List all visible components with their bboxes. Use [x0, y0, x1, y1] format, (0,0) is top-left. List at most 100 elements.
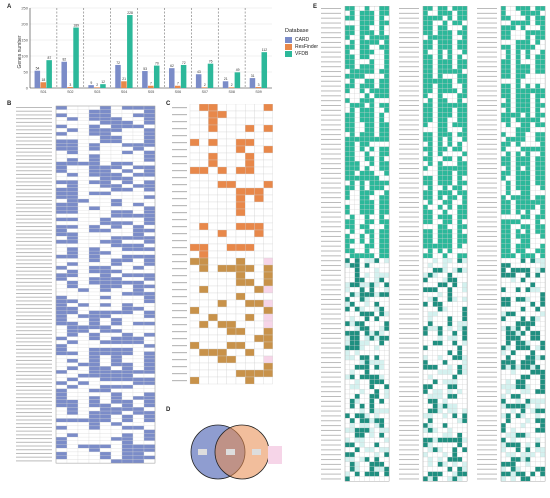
heatmap-cell — [66, 195, 79, 200]
heatmap-cell — [99, 120, 112, 125]
heatmap-cell — [88, 224, 101, 229]
heatmap-cell — [110, 455, 123, 460]
heatmap-cell — [143, 418, 156, 423]
heatmap-cell — [535, 151, 541, 157]
bar-card — [249, 78, 256, 88]
heatmap-cell — [379, 321, 385, 327]
heatmap-cell — [208, 257, 218, 266]
heatmap-cell — [379, 432, 385, 438]
heatmap-cell — [55, 425, 68, 430]
heatmap-cell — [432, 64, 438, 70]
heatmap-cell — [384, 452, 390, 458]
heatmap-cell — [379, 456, 385, 463]
heatmap-cell — [500, 340, 507, 346]
heatmap-cell — [452, 107, 458, 113]
heatmap-cell — [525, 321, 531, 327]
heatmap-cell — [245, 194, 255, 203]
heatmap-cell — [379, 151, 385, 157]
heatmap-cell — [121, 258, 134, 263]
heatmap-cell — [77, 113, 90, 118]
heatmap-cell — [384, 447, 390, 453]
heatmap-cell — [132, 362, 145, 367]
heatmap-cell — [235, 376, 246, 385]
heatmap-cell — [427, 199, 433, 205]
heatmap-cell — [535, 311, 541, 317]
heatmap-cell — [447, 432, 453, 438]
heatmap-cell — [66, 113, 79, 118]
heatmap-cell — [457, 282, 463, 288]
heatmap-cell — [500, 180, 507, 186]
heatmap-cell — [422, 335, 429, 341]
heatmap-cell — [540, 379, 546, 385]
heatmap-cell — [99, 146, 112, 151]
heatmap-cell — [121, 325, 134, 330]
heatmap-cell — [447, 122, 453, 128]
heatmap-cell — [525, 418, 531, 424]
heatmap-cell — [55, 451, 68, 456]
heatmap-cell — [427, 408, 433, 414]
heatmap-cell — [66, 180, 79, 185]
heatmap-cell — [422, 248, 429, 254]
heatmap-cell — [525, 292, 531, 298]
heatmap-cell — [99, 392, 112, 397]
heatmap-cell — [77, 366, 90, 371]
heatmap-cell — [535, 432, 541, 438]
heatmap-cell — [437, 6, 443, 11]
heatmap-cell — [99, 150, 112, 155]
heatmap-cell — [427, 311, 433, 317]
heatmap-cell — [525, 277, 531, 283]
heatmap-cell — [189, 341, 200, 350]
heatmap-cell — [208, 348, 218, 357]
heatmap-cell — [432, 422, 438, 429]
row-label-placeholder — [16, 173, 52, 175]
heatmap-cell — [143, 332, 156, 337]
heatmap-cell — [452, 306, 458, 312]
row-label-placeholder — [399, 463, 419, 465]
heatmap-cell — [384, 199, 390, 205]
heatmap-cell — [354, 340, 360, 346]
heatmap-cell — [515, 233, 521, 239]
heatmap-cell — [422, 306, 429, 312]
heatmap-cell — [143, 369, 156, 374]
heatmap-cell — [462, 15, 468, 21]
heatmap-cell — [379, 466, 385, 472]
heatmap-cell — [379, 359, 385, 366]
row-label-placeholder — [16, 136, 52, 138]
heatmap-cell — [132, 317, 145, 322]
heatmap-cell — [540, 408, 546, 414]
heatmap-cell — [99, 336, 112, 341]
heatmap-cell — [132, 332, 145, 337]
heatmap-cell — [354, 204, 360, 210]
row-label-placeholder — [321, 459, 341, 461]
heatmap-cell — [510, 248, 516, 254]
heatmap-cell — [88, 373, 101, 378]
heatmap-cell — [77, 388, 90, 393]
row-label-placeholder — [321, 32, 341, 34]
row-label-placeholder — [477, 95, 497, 97]
heatmap-cell — [457, 393, 463, 399]
heatmap-cell — [132, 288, 145, 293]
heatmap-cell — [447, 389, 453, 395]
heatmap-cell — [143, 288, 156, 293]
heatmap-cell — [349, 267, 355, 273]
heatmap-cell — [432, 287, 438, 293]
heatmap-cell — [226, 257, 237, 266]
heatmap-cell — [437, 73, 443, 79]
heatmap-cell — [55, 224, 68, 229]
heatmap-cell — [530, 277, 536, 283]
heatmap-cell — [235, 110, 246, 119]
heatmap-cell — [530, 136, 536, 142]
heatmap-cell — [457, 219, 463, 225]
heatmap-cell — [245, 376, 255, 385]
heatmap-cell — [515, 156, 521, 162]
heatmap-cell — [462, 301, 468, 307]
heatmap-cell — [427, 325, 433, 332]
heatmap-cell — [55, 444, 68, 449]
row-label-placeholder — [477, 182, 497, 184]
heatmap-cell — [55, 232, 68, 237]
heatmap-cell — [442, 98, 448, 104]
heatmap-cell — [462, 413, 468, 419]
row-label-placeholder — [16, 419, 52, 421]
heatmap-cell — [432, 466, 438, 472]
heatmap-cell — [374, 272, 380, 278]
